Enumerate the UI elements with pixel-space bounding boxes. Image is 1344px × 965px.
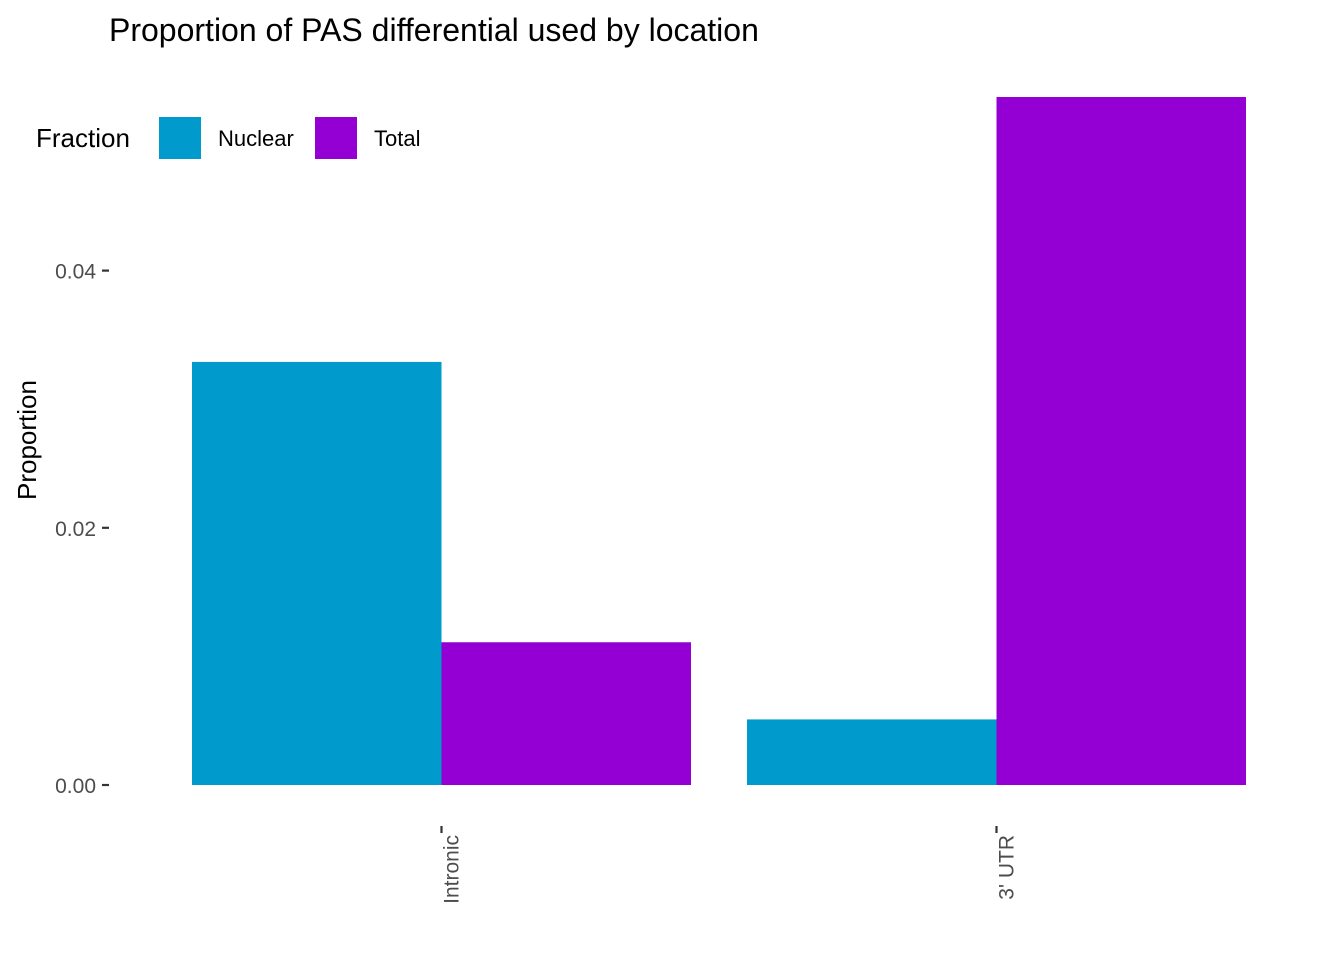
y-axis: 0.00 0.02 0.04 [55,261,109,798]
legend-label-nuclear: Nuclear [218,126,294,151]
y-tick-label: 0.00 [55,775,96,798]
x-tick-label: Intronic [441,835,464,904]
y-tick-label: 0.02 [55,518,96,541]
bar-total-0 [441,642,691,785]
legend: Fraction Nuclear Total [36,117,420,159]
bar-nuclear-0 [192,361,442,785]
bars [192,97,1246,785]
chart-title: Proportion of PAS differential used by l… [109,12,759,48]
y-axis-label: Proportion [12,380,42,500]
x-axis: Intronic 3' UTR [440,826,1019,904]
legend-key-total [315,117,357,159]
y-tick-label: 0.04 [55,261,96,284]
legend-title: Fraction [36,123,130,153]
legend-label-total: Total [374,126,420,151]
bar-nuclear-1 [747,719,997,785]
legend-key-nuclear [159,117,201,159]
x-tick-label: 3' UTR [996,835,1019,900]
bar-total-1 [996,97,1246,785]
